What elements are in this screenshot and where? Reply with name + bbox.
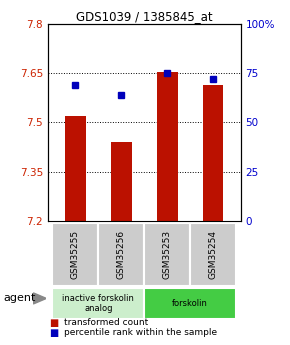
Text: percentile rank within the sample: percentile rank within the sample — [64, 328, 217, 337]
Text: GSM35253: GSM35253 — [163, 230, 172, 279]
Bar — [65, 116, 86, 221]
Text: GSM35254: GSM35254 — [209, 230, 218, 279]
Text: agent: agent — [3, 294, 35, 303]
Text: transformed count: transformed count — [64, 318, 148, 327]
Text: GSM35256: GSM35256 — [117, 230, 126, 279]
Bar — [52, 288, 144, 319]
Text: ■: ■ — [49, 328, 59, 338]
Bar — [157, 72, 177, 221]
Bar — [144, 223, 190, 286]
Polygon shape — [33, 293, 46, 304]
Text: inactive forskolin
analog: inactive forskolin analog — [62, 294, 134, 313]
Title: GDS1039 / 1385845_at: GDS1039 / 1385845_at — [76, 10, 213, 23]
Bar — [144, 288, 236, 319]
Text: ■: ■ — [49, 318, 59, 327]
Text: forskolin: forskolin — [172, 299, 208, 308]
Bar — [190, 223, 236, 286]
Bar — [98, 223, 144, 286]
Bar — [203, 85, 224, 221]
Bar — [111, 142, 132, 221]
Bar — [52, 223, 98, 286]
Text: GSM35255: GSM35255 — [71, 230, 80, 279]
